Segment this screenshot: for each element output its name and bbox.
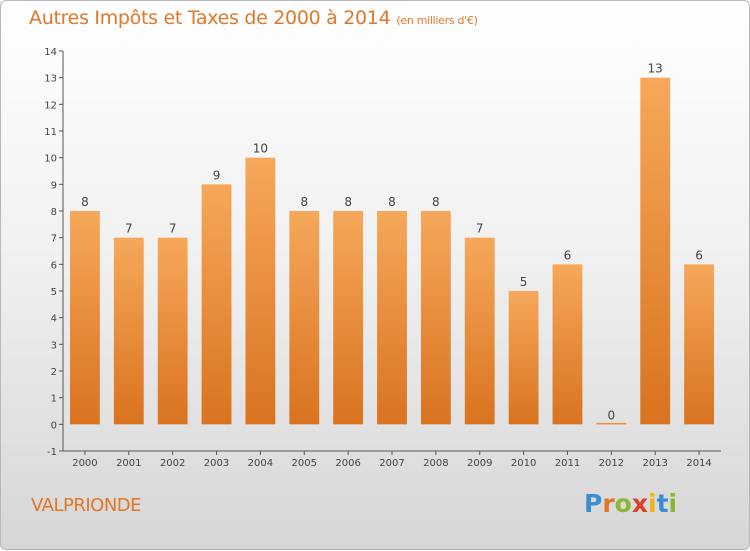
bar xyxy=(157,237,188,425)
y-tick-label: 0 xyxy=(51,420,57,431)
bar xyxy=(333,211,364,425)
town-name: VALPRIONDE xyxy=(31,495,142,516)
chart-title: Autres Impôts et Taxes de 2000 à 2014 (en… xyxy=(29,7,478,29)
logo-letter: x xyxy=(631,489,648,518)
x-tick-label: 2006 xyxy=(335,458,360,469)
y-tick-label: 13 xyxy=(44,74,57,85)
y-tick-label: 14 xyxy=(44,47,57,58)
data-labels: 8 7 7 9 10 8 8 8 8 7 5 6 0 13 6 xyxy=(81,62,703,423)
chart-title-text: Autres Impôts et Taxes de 2000 à 2014 xyxy=(29,7,391,29)
x-tick-label: 2004 xyxy=(248,458,273,469)
x-tick-label: 2014 xyxy=(686,458,711,469)
data-label: 8 xyxy=(344,195,352,209)
y-tick-label: 10 xyxy=(44,154,57,165)
y-tick-label: 8 xyxy=(51,207,57,218)
chart-subtitle: (en milliers d'€) xyxy=(396,14,478,27)
bar xyxy=(684,264,714,425)
data-label: 5 xyxy=(520,275,528,289)
bar xyxy=(464,237,495,425)
x-tick-label: 2007 xyxy=(379,458,404,469)
y-tick-label: 6 xyxy=(51,260,57,271)
data-label: 9 xyxy=(213,168,221,182)
data-label: 8 xyxy=(81,195,89,209)
data-label: 7 xyxy=(125,222,133,236)
data-label: 6 xyxy=(695,248,703,262)
y-tick-label: 1 xyxy=(51,394,57,405)
y-tick-label: 12 xyxy=(44,100,57,111)
logo-letter: r xyxy=(602,489,615,518)
bar xyxy=(245,157,276,425)
logo-letter: o xyxy=(614,489,632,518)
bar xyxy=(201,184,232,425)
x-tick-label: 2011 xyxy=(555,458,580,469)
x-tick-label: 2000 xyxy=(72,458,97,469)
x-tick-label: 2013 xyxy=(642,458,667,469)
y-tick-label: 11 xyxy=(44,127,57,138)
x-tick-label: 2005 xyxy=(292,458,317,469)
bar xyxy=(552,264,583,425)
bar xyxy=(420,211,451,425)
data-label: 10 xyxy=(253,142,268,156)
logo-letter: P xyxy=(584,489,603,518)
y-tick-label: 5 xyxy=(51,287,57,298)
data-label: 0 xyxy=(608,408,616,422)
bar xyxy=(596,422,627,425)
x-tick-label: 2003 xyxy=(204,458,229,469)
y-tick-label: -1 xyxy=(47,447,57,458)
x-tick-label: 2002 xyxy=(160,458,185,469)
logo-letter: i xyxy=(668,489,678,518)
x-tick-label: 2008 xyxy=(423,458,448,469)
bar xyxy=(113,237,144,425)
x-tick-label: 2012 xyxy=(599,458,624,469)
data-label: 7 xyxy=(169,222,177,236)
y-tick-label: 9 xyxy=(51,180,57,191)
x-tick-label: 2010 xyxy=(511,458,536,469)
bar xyxy=(289,211,320,425)
y-tick-label: 2 xyxy=(51,367,57,378)
data-label: 13 xyxy=(648,62,663,76)
data-label: 7 xyxy=(476,222,484,236)
y-tick-label: 7 xyxy=(51,234,57,245)
y-tick-label: 3 xyxy=(51,340,57,351)
data-label: 8 xyxy=(388,195,396,209)
x-tick-label: 2001 xyxy=(116,458,141,469)
x-tick-label: 2009 xyxy=(467,458,492,469)
data-label: 8 xyxy=(300,195,308,209)
logo-letter: t xyxy=(656,489,669,518)
logo-letter: i xyxy=(648,489,657,518)
proxiti-logo[interactable]: Proxiti xyxy=(584,489,677,518)
bar xyxy=(640,77,671,425)
data-label: 6 xyxy=(564,248,572,262)
bar xyxy=(377,211,407,425)
bar xyxy=(508,291,539,425)
data-label: 8 xyxy=(432,195,440,209)
bars xyxy=(70,77,714,425)
y-tick-label: 4 xyxy=(51,314,57,325)
bar xyxy=(70,211,100,425)
